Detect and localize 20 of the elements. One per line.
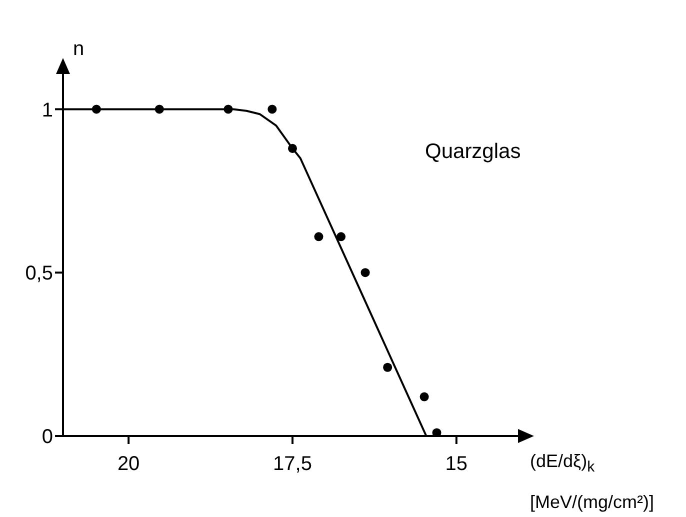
point [268, 104, 277, 114]
annotation: Quarzglas [425, 140, 521, 164]
y-tick-label: 1 [42, 99, 53, 122]
x-tick-label: 20 [117, 453, 140, 476]
y-tick-label: 0 [42, 426, 53, 448]
point [336, 232, 346, 242]
point [420, 392, 429, 402]
point [314, 232, 324, 242]
y-tick-label: 0,5 [25, 262, 53, 285]
point [383, 362, 392, 372]
point [288, 144, 298, 153]
point [360, 268, 370, 278]
x-tick-label: 17,5 [273, 453, 312, 476]
point [92, 104, 101, 114]
x-tick-label: 15 [445, 453, 468, 476]
point [224, 104, 233, 114]
x-axis-title: (dE/dξ)$_{k}$ [MeV/(mg/cm²)] [530, 450, 655, 514]
point [154, 104, 164, 114]
y-axis-title: n [73, 38, 84, 61]
point [432, 428, 442, 436]
